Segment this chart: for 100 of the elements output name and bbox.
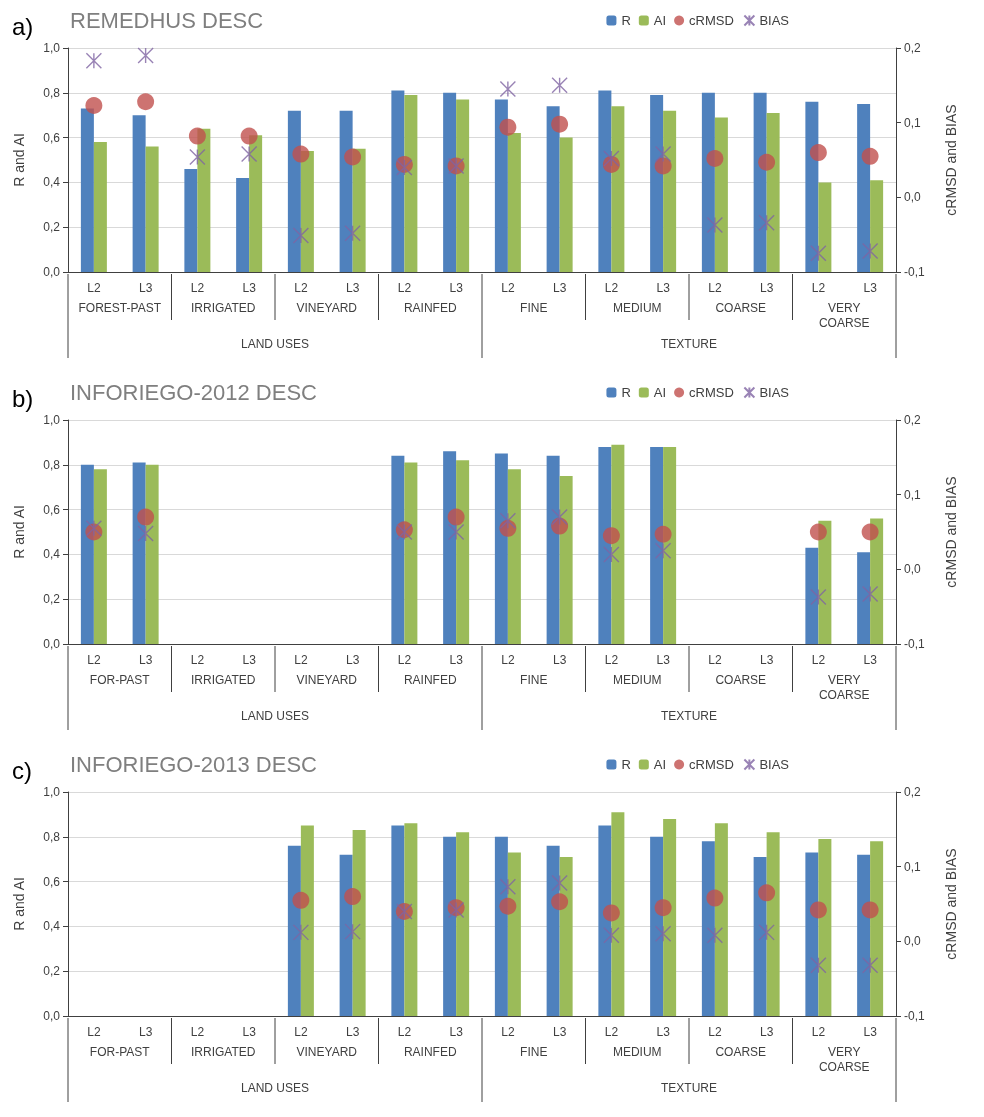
- text: VERY COARSE: [818, 300, 870, 330]
- y2-tick-label: -0,1: [904, 1009, 925, 1023]
- x-tick-label: L2: [397, 653, 412, 667]
- x-tick-label: L2: [501, 281, 515, 295]
- x-tick-label: L2: [708, 281, 722, 295]
- text: FOR-PAST: [89, 672, 151, 687]
- text: LAND USES: [240, 337, 310, 351]
- x-tick-label: L2: [811, 653, 826, 667]
- legend-label: cRMSD: [689, 757, 734, 772]
- y-axis-title: R and AI: [11, 133, 27, 187]
- text: IRRIGATED: [191, 1044, 256, 1059]
- text: VINEYARD: [296, 1044, 358, 1059]
- x-tick-label: L3: [759, 281, 774, 295]
- y-tick-label: 0,0: [43, 1009, 61, 1023]
- x-tick-label: L3: [138, 281, 153, 295]
- text: c): [12, 756, 32, 784]
- x-tick-label: L3: [552, 653, 567, 667]
- y2-tick-label: 0,1: [904, 487, 922, 502]
- y-axis-title: R and AI: [11, 877, 27, 931]
- y2-axis-title: cRMSD and BIAS: [943, 848, 959, 960]
- y2-tick-label: 0,2: [904, 413, 922, 427]
- text: FOREST-PAST: [78, 300, 162, 315]
- x-tick-label: L3: [863, 653, 878, 667]
- legend-label: AI: [653, 385, 667, 400]
- y-tick-label: 0,4: [43, 175, 61, 190]
- text: LAND USES: [240, 709, 310, 723]
- text: COARSE: [715, 1044, 767, 1059]
- legend-label: cRMSD: [689, 385, 734, 400]
- x-tick-label: L2: [190, 653, 205, 667]
- y-tick-label: 0,8: [43, 85, 61, 100]
- x-tick-label: L3: [656, 281, 671, 295]
- x-tick-label: L2: [294, 1025, 308, 1039]
- x-tick-label: L3: [863, 1025, 878, 1039]
- chart-title: INFORIEGO-2012 DESC: [70, 379, 318, 405]
- x-tick-label: L2: [708, 1025, 722, 1039]
- x-tick-label: L3: [242, 281, 257, 295]
- y-tick-label: 0,2: [43, 220, 61, 235]
- text: b): [12, 384, 34, 412]
- y-tick-label: 0,6: [43, 130, 61, 145]
- text: a): [12, 12, 34, 40]
- x-tick-label: L2: [397, 1025, 412, 1039]
- y-tick-label: 0,2: [43, 592, 61, 607]
- y-tick-label: 0,8: [43, 457, 61, 472]
- x-tick-label: L2: [397, 281, 412, 295]
- text: VINEYARD: [296, 672, 358, 687]
- x-tick-label: L3: [759, 1025, 774, 1039]
- y2-axis-title: cRMSD and BIAS: [943, 476, 959, 588]
- legend-label: AI: [653, 757, 667, 772]
- text: IRRIGATED: [191, 672, 256, 687]
- x-tick-label: L2: [190, 281, 205, 295]
- x-tick-label: L3: [138, 653, 153, 667]
- y-tick-label: 0,6: [43, 502, 61, 517]
- x-tick-label: L3: [863, 281, 878, 295]
- x-tick-label: L2: [190, 1025, 205, 1039]
- y2-tick-label: 0,0: [904, 562, 922, 577]
- legend-label: cRMSD: [689, 13, 734, 28]
- y-tick-label: 0,4: [43, 919, 61, 934]
- text: FINE: [520, 300, 548, 315]
- x-tick-label: L3: [449, 281, 464, 295]
- text: IRRIGATED: [191, 300, 256, 315]
- x-tick-label: L3: [552, 1025, 567, 1039]
- y-tick-label: 0,8: [43, 829, 61, 844]
- x-tick-label: L3: [345, 653, 360, 667]
- x-tick-label: L3: [759, 653, 774, 667]
- y-tick-label: 1,0: [43, 41, 61, 55]
- text: TEXTURE: [660, 1081, 718, 1095]
- y2-tick-label: 0,1: [904, 859, 922, 874]
- x-tick-label: L3: [449, 1025, 464, 1039]
- y-tick-label: 0,6: [43, 874, 61, 889]
- text: VERY COARSE: [818, 672, 870, 702]
- x-tick-label: L2: [604, 1025, 619, 1039]
- text: TEXTURE: [660, 709, 718, 723]
- x-tick-label: L2: [811, 1025, 826, 1039]
- chart-title: INFORIEGO-2013 DESC: [70, 751, 318, 777]
- text: VERY COARSE: [818, 1044, 870, 1074]
- text: RAINFED: [403, 672, 457, 687]
- text: RAINFED: [403, 1044, 457, 1059]
- y2-tick-label: -0,1: [904, 265, 925, 279]
- text: VINEYARD: [296, 300, 358, 315]
- text: FINE: [520, 672, 548, 687]
- chart-title: REMEDHUS DESC: [70, 7, 264, 33]
- x-tick-label: L3: [656, 653, 671, 667]
- text: FINE: [520, 1044, 548, 1059]
- text: MEDIUM: [612, 1044, 662, 1059]
- x-tick-label: L2: [501, 653, 515, 667]
- y-tick-label: 0,2: [43, 964, 61, 979]
- y-axis-title: R and AI: [11, 505, 27, 559]
- text: MEDIUM: [612, 672, 662, 687]
- y-tick-label: 1,0: [43, 413, 61, 427]
- y2-tick-label: 0,2: [904, 785, 922, 799]
- x-tick-label: L3: [656, 1025, 671, 1039]
- text: RAINFED: [403, 300, 457, 315]
- x-tick-label: L2: [708, 653, 722, 667]
- x-tick-label: L3: [345, 1025, 360, 1039]
- x-tick-label: L2: [604, 281, 619, 295]
- x-tick-label: L2: [811, 281, 826, 295]
- x-tick-label: L3: [242, 1025, 257, 1039]
- y-tick-label: 0,4: [43, 547, 61, 562]
- x-tick-label: L3: [242, 653, 257, 667]
- y-tick-label: 1,0: [43, 785, 61, 799]
